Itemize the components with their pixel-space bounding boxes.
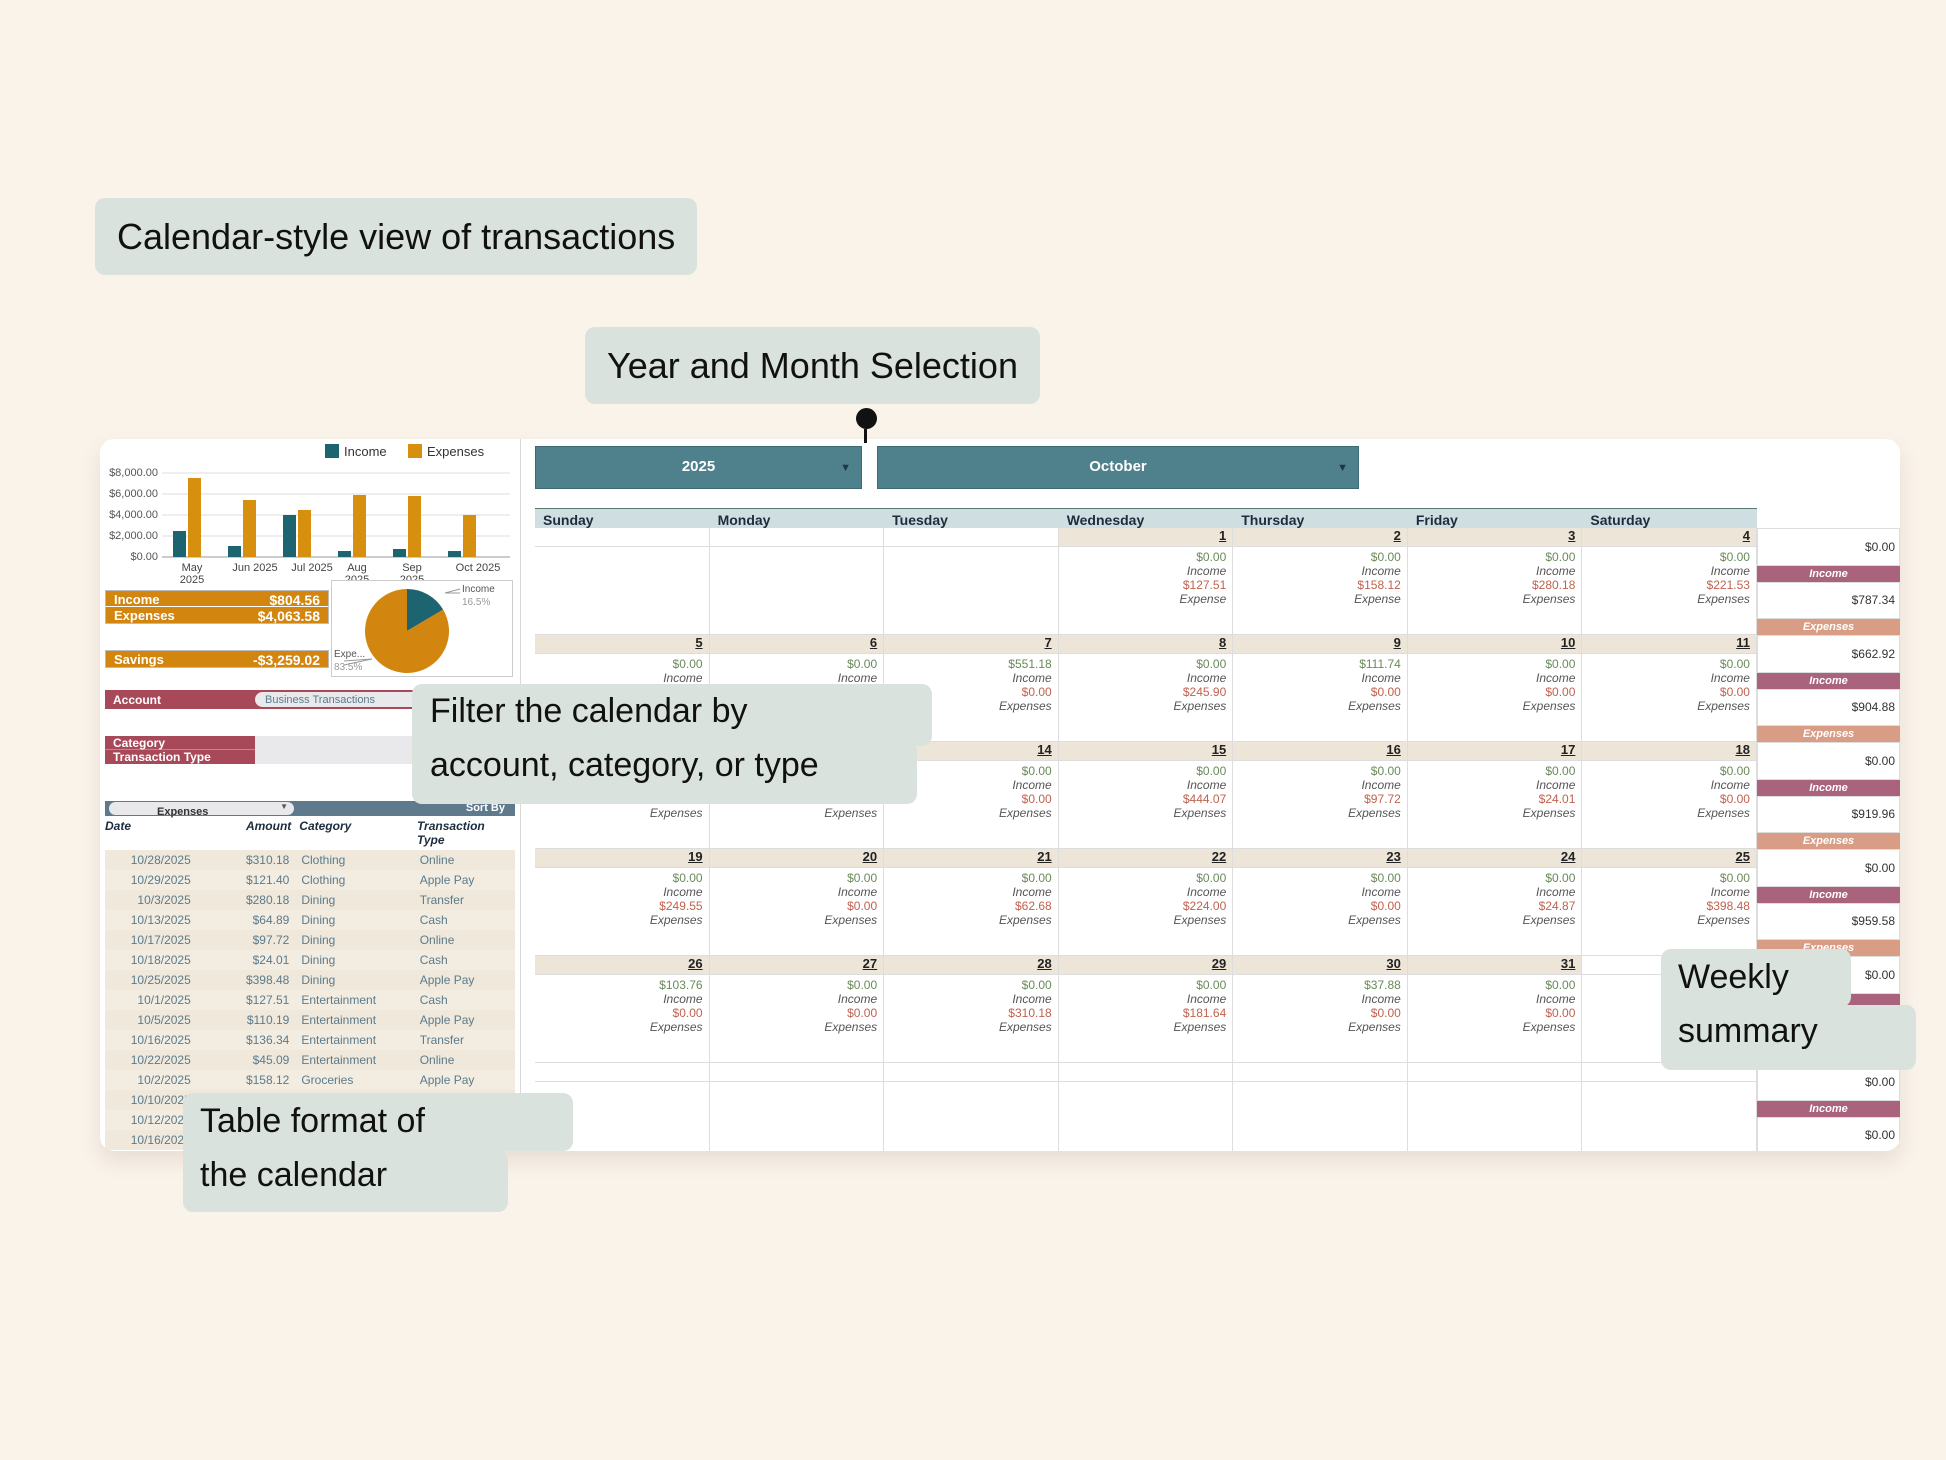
svg-text:Sep: Sep bbox=[402, 562, 422, 574]
svg-text:$2,000.00: $2,000.00 bbox=[109, 530, 158, 542]
svg-text:Income: Income bbox=[462, 584, 495, 595]
svg-text:83.5%: 83.5% bbox=[334, 662, 362, 673]
svg-text:$0.00: $0.00 bbox=[130, 551, 158, 563]
svg-text:2025: 2025 bbox=[180, 574, 204, 586]
svg-text:16.5%: 16.5% bbox=[462, 597, 490, 608]
svg-text:$8,000.00: $8,000.00 bbox=[109, 467, 158, 479]
svg-text:Oct 2025: Oct 2025 bbox=[456, 562, 501, 574]
svg-text:Income: Income bbox=[344, 444, 387, 459]
svg-text:Expe...: Expe... bbox=[334, 649, 365, 660]
svg-text:Jun 2025: Jun 2025 bbox=[232, 562, 277, 574]
svg-text:Expenses: Expenses bbox=[427, 444, 485, 459]
svg-text:$6,000.00: $6,000.00 bbox=[109, 488, 158, 500]
svg-text:Aug: Aug bbox=[347, 562, 367, 574]
svg-text:Jul 2025: Jul 2025 bbox=[291, 562, 333, 574]
svg-text:$4,000.00: $4,000.00 bbox=[109, 509, 158, 521]
svg-text:May: May bbox=[182, 562, 203, 574]
